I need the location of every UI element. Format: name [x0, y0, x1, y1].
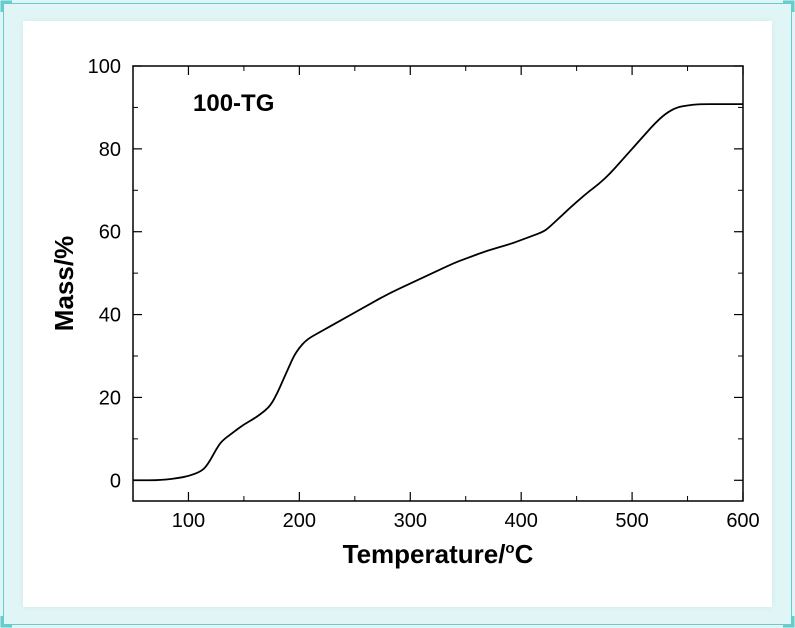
chart-panel: 100 200 300 400 500 600 0 20 40 60 80 100 100-TG Mass… — [23, 21, 772, 607]
y-axis-title: Mass/% — [49, 236, 79, 331]
figure-outer: 100 200 300 400 500 600 0 20 40 60 80 100 100-TG Mass… — [0, 0, 795, 628]
x-axis-title: Temperature/oC — [343, 539, 534, 569]
x-tick-label: 600 — [726, 510, 759, 532]
series-label: 100-TG — [193, 90, 274, 117]
y-tick-label: 100 — [88, 56, 121, 78]
y-tick-label: 0 — [110, 470, 121, 492]
x-tick-label: 500 — [615, 510, 648, 532]
x-tick-label: 100 — [172, 510, 205, 532]
y-tick-label: 60 — [99, 222, 121, 244]
y-tick-label: 20 — [99, 387, 121, 409]
tg-chart: 100 200 300 400 500 600 0 20 40 60 80 100 100-TG Mass… — [23, 21, 772, 607]
x-tick-label: 400 — [504, 510, 537, 532]
y-tick-label: 80 — [99, 139, 121, 161]
x-tick-label: 300 — [394, 510, 427, 532]
series-line — [133, 104, 743, 480]
x-tick-label: 200 — [283, 510, 316, 532]
y-tick-label: 40 — [99, 305, 121, 327]
